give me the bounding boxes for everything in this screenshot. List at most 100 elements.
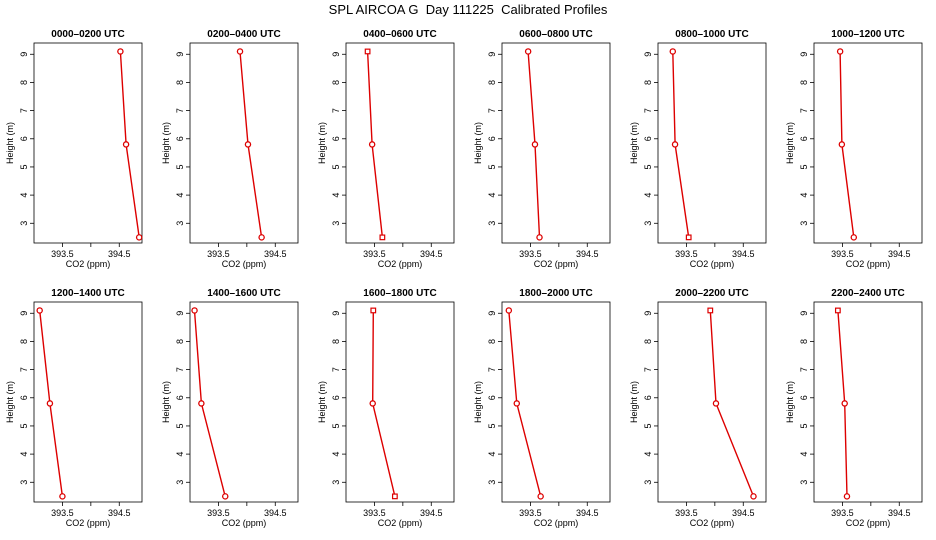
y-tick-label: 6 (175, 136, 185, 141)
y-tick-label: 9 (799, 311, 809, 316)
page-title: SPL AIRCOA G Day 111225 Calibrated Profi… (328, 2, 608, 17)
panel-title: 0800–1000 UTC (675, 29, 748, 40)
plot-frame (345, 42, 455, 244)
y-tick-label: 3 (19, 480, 29, 485)
panel-10: 1800–2000 UTC 393.5 394.5 3 4 5 6 7 8 9 CO2 (ppm) H… (473, 288, 611, 528)
x-tick-label: 393.5 (831, 508, 854, 518)
y-tick-label: 7 (799, 108, 809, 113)
y-axis-label: Height (m) (785, 381, 795, 423)
y-tick-label: 6 (799, 136, 809, 141)
data-point (46, 400, 54, 407)
y-tick-label: 4 (175, 452, 185, 457)
y-tick-label: 7 (19, 108, 29, 113)
data-point (838, 141, 846, 148)
x-tick-label: 394.5 (108, 249, 131, 259)
panel-title: 0600–0800 UTC (519, 29, 592, 40)
y-tick-label: 6 (799, 395, 809, 400)
x-axis-label: CO2 (ppm) (846, 518, 891, 528)
y-axis-label: Height (m) (161, 381, 171, 423)
x-tick-label: 394.5 (420, 249, 443, 259)
plot-frame (189, 42, 299, 244)
plot-frame (657, 301, 767, 503)
x-axis-label: CO2 (ppm) (690, 518, 735, 528)
x-tick-label: 394.5 (732, 508, 755, 518)
panel-4: 0600–0800 UTC 393.5 394.5 3 4 5 6 7 8 9 CO2 (ppm) H… (473, 29, 611, 269)
plot-frame (501, 301, 611, 503)
panel-title: 1800–2000 UTC (519, 288, 592, 299)
y-tick-label: 5 (487, 423, 497, 428)
y-tick-label: 4 (799, 452, 809, 457)
x-axis-label: CO2 (ppm) (66, 518, 111, 528)
y-tick-label: 9 (331, 52, 341, 57)
y-tick-label: 5 (19, 423, 29, 428)
panel-11: 2000–2200 UTC 393.5 394.5 3 4 5 6 7 8 9 CO2 (ppm) H… (629, 288, 767, 528)
y-tick-label: 8 (487, 339, 497, 344)
data-point (258, 234, 265, 241)
y-tick-label: 5 (799, 164, 809, 169)
y-tick-label: 7 (799, 367, 809, 372)
y-tick-label: 6 (643, 136, 653, 141)
data-point (850, 234, 858, 241)
y-axis-label: Height (m) (629, 381, 639, 423)
data-point (122, 141, 130, 148)
y-tick-label: 6 (487, 395, 497, 400)
panel-12: 2200–2400 UTC 393.5 394.5 3 4 5 6 7 8 9 CO2 (ppm) H… (785, 288, 923, 528)
data-point (370, 307, 377, 314)
x-tick-label: 394.5 (576, 508, 599, 518)
y-tick-label: 3 (487, 480, 497, 485)
plot-frame (33, 42, 143, 244)
panel-8: 1400–1600 UTC 393.5 394.5 3 4 5 6 7 8 9 CO2 (ppm) H… (161, 288, 299, 528)
y-tick-label: 5 (175, 164, 185, 169)
y-tick-label: 4 (643, 452, 653, 457)
y-axis-label: Height (m) (5, 122, 15, 164)
panel-9: 1600–1800 UTC 393.5 394.5 3 4 5 6 7 8 9 CO2 (ppm) H… (317, 288, 455, 528)
x-axis-label: CO2 (ppm) (534, 518, 579, 528)
data-point (135, 234, 143, 241)
y-tick-label: 5 (643, 423, 653, 428)
y-tick-label: 8 (175, 339, 185, 344)
y-tick-label: 3 (19, 221, 29, 226)
y-tick-label: 8 (799, 339, 809, 344)
data-point (836, 48, 844, 55)
data-point (841, 400, 848, 407)
x-tick-label: 393.5 (363, 508, 386, 518)
y-tick-label: 6 (175, 395, 185, 400)
data-point (364, 48, 371, 55)
y-tick-label: 7 (331, 108, 341, 113)
data-point (537, 493, 544, 500)
y-axis-label: Height (m) (317, 381, 327, 423)
data-point (391, 493, 398, 500)
y-tick-label: 4 (331, 452, 341, 457)
y-axis-label: Height (m) (785, 122, 795, 164)
data-point (244, 141, 252, 148)
y-tick-label: 3 (643, 221, 653, 226)
data-point (536, 234, 543, 241)
y-tick-label: 9 (175, 52, 185, 57)
panel-3: 0400–0600 UTC 393.5 394.5 3 4 5 6 7 8 9 CO2 (ppm) H… (317, 29, 455, 269)
y-tick-label: 9 (19, 311, 29, 316)
y-tick-label: 5 (643, 164, 653, 169)
x-tick-label: 393.5 (363, 249, 386, 259)
data-point (117, 48, 124, 55)
y-tick-label: 7 (19, 367, 29, 372)
y-tick-label: 6 (19, 136, 29, 141)
y-tick-label: 3 (175, 480, 185, 485)
x-axis-label: CO2 (ppm) (222, 518, 267, 528)
y-tick-label: 7 (643, 367, 653, 372)
x-tick-label: 393.5 (51, 249, 74, 259)
x-tick-label: 394.5 (888, 508, 911, 518)
y-tick-label: 6 (487, 136, 497, 141)
plot-frame (813, 42, 923, 244)
x-tick-label: 393.5 (51, 508, 74, 518)
y-tick-label: 9 (799, 52, 809, 57)
panel-7: 1200–1400 UTC 393.5 394.5 3 4 5 6 7 8 9 CO2 (ppm) H… (5, 288, 143, 528)
x-tick-label: 394.5 (576, 249, 599, 259)
data-point (59, 493, 66, 500)
data-point (834, 307, 841, 314)
y-tick-label: 4 (19, 193, 29, 198)
y-axis-label: Height (m) (629, 122, 639, 164)
y-tick-label: 9 (331, 311, 341, 316)
y-tick-label: 4 (799, 193, 809, 198)
panel-6: 1000–1200 UTC 393.5 394.5 3 4 5 6 7 8 9 CO2 (ppm) H… (785, 29, 923, 269)
